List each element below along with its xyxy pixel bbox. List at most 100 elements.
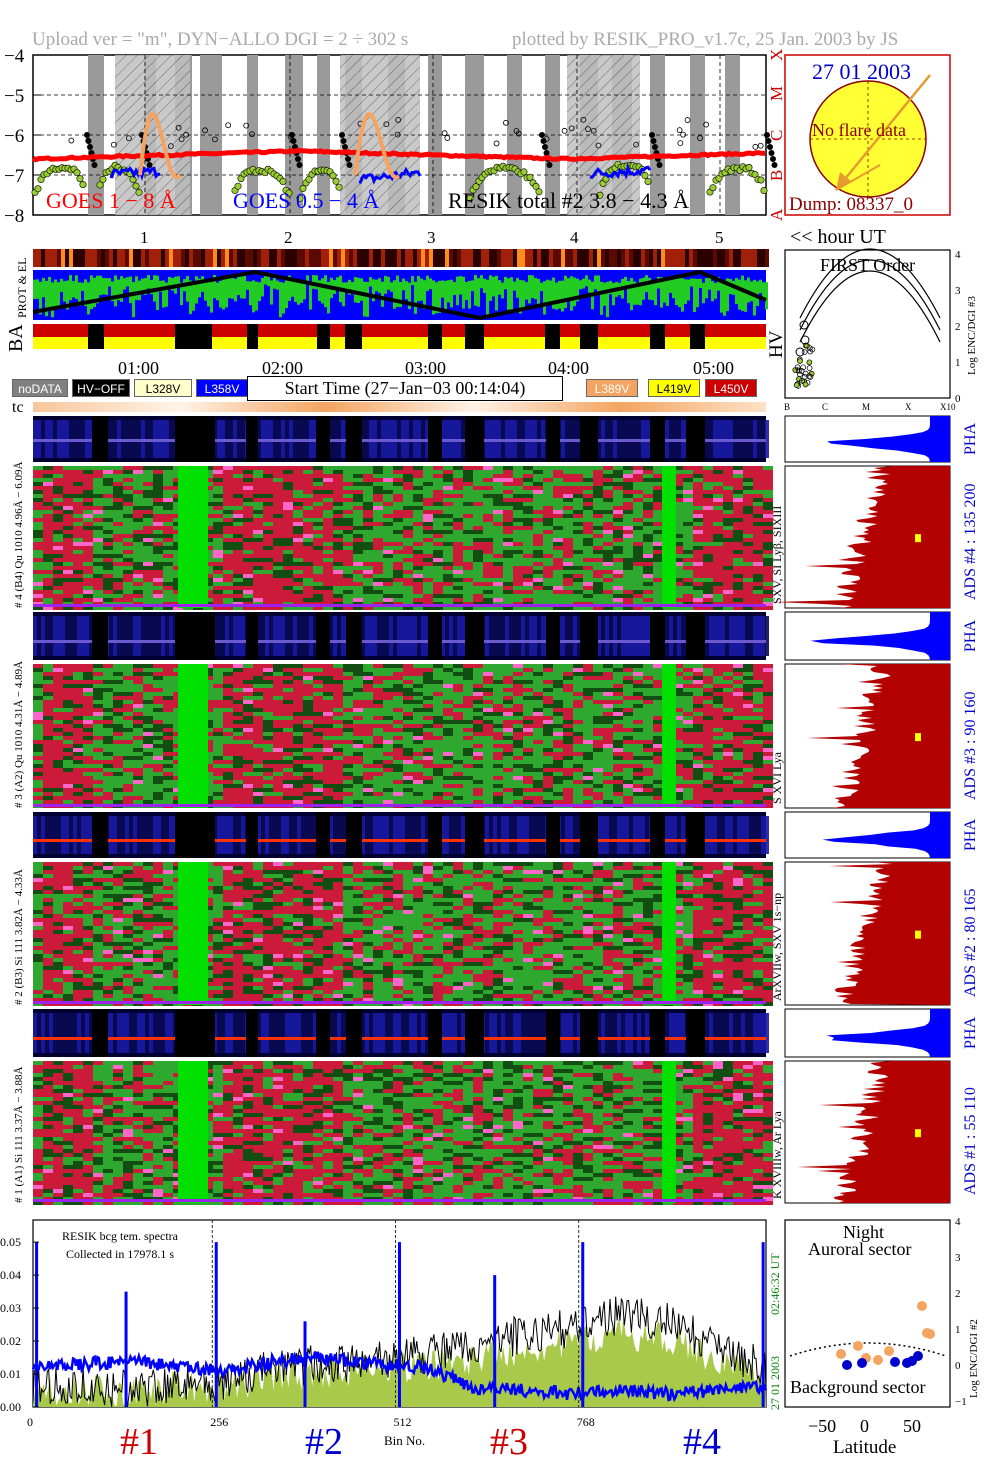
orbit-labels: 1 2 3 4 5 [140, 228, 724, 247]
resik-edge-point [87, 144, 93, 150]
resik-open-point [202, 127, 208, 134]
lat-point-orange [836, 1349, 846, 1359]
ads-label: ADS #3 : 90 160 [962, 692, 979, 800]
first-order-xtick: C [822, 402, 828, 412]
resik-edge-point [339, 132, 345, 138]
resik-edge-point [146, 162, 153, 168]
channel-left-label: # 4 (B4) Qu 1010 4.96Å − 6.09Å [13, 461, 25, 608]
resik-edge-point [84, 132, 90, 138]
lat-xtick: −50 [808, 1416, 836, 1436]
resik-open-point [183, 131, 190, 138]
resik-point [132, 182, 140, 190]
resik-open-point [580, 116, 587, 123]
lat-title2: Auroral sector [808, 1239, 911, 1259]
resik-point [329, 172, 337, 180]
resik-edge-point [295, 156, 301, 162]
resik-point [129, 176, 137, 184]
resik-edge-point [91, 162, 98, 168]
channel-block: # 3 (A2) Qu 1010 4.31Å − 4.89Å PHA S XVI L… [13, 611, 979, 809]
goes-ytick: −7 [4, 166, 24, 187]
resik-orange-line [353, 111, 401, 180]
lat-point-orange [853, 1341, 863, 1351]
resik-edge-point [546, 162, 553, 168]
goes-short-line [358, 166, 422, 185]
legend-resik: RESIK total #2 3.8 − 4.3 Å [448, 188, 689, 213]
goes-ytick: −4 [4, 46, 25, 67]
first-order-ylabel: Log ENC/DGI #3 [966, 296, 978, 375]
resik-point [96, 181, 104, 189]
spectrum-ytick: 0.00 [0, 1400, 21, 1414]
resik-point [760, 187, 768, 195]
resik-open-point [175, 124, 182, 131]
resik-open-point [249, 131, 255, 138]
pha-label: PHA [962, 620, 979, 652]
resik-open-point [568, 125, 575, 132]
first-order-point [795, 347, 805, 357]
ads-profile [828, 862, 950, 1005]
resik-point [644, 177, 652, 185]
first-order-point [798, 368, 805, 374]
goes-curves [31, 111, 778, 202]
goes-class-letter: C [767, 130, 786, 141]
goes-class-letters: X M C B A [767, 49, 786, 221]
resik-point [335, 183, 343, 191]
goes-class-letter: B [767, 170, 786, 181]
resik-edge-point [542, 144, 548, 150]
resik-open-point [585, 126, 591, 133]
spectrum-note1: RESIK bcg tem. spectra [62, 1229, 179, 1243]
resik-point [285, 189, 293, 197]
resik-point [641, 172, 649, 180]
legend-item-left: HV−OFF [72, 379, 130, 397]
first-order-ytick: 4 [955, 249, 961, 261]
resik-edge-point [346, 162, 353, 168]
resik-open-point [287, 133, 294, 140]
resik-open-point [543, 136, 550, 142]
resik-point [76, 175, 84, 183]
resik-edge-point [345, 156, 351, 162]
channel-block: # 2 (B3) Si 111 3.82Å − 4.33Å PHA ArXVIIw,… [13, 811, 979, 1006]
first-order-point [809, 346, 816, 353]
first-order-xtick: X [905, 402, 912, 412]
resik-open-point [633, 141, 640, 148]
resik-open-point [595, 142, 602, 149]
orbit-label: 4 [570, 228, 579, 247]
ads-label: ADS #2 : 80 165 [962, 889, 979, 997]
resik-open-point [677, 140, 684, 147]
resik-point [745, 163, 753, 171]
resik-open-point [394, 131, 401, 138]
spectrum-xtick: 0 [27, 1415, 33, 1429]
resik-open-point [441, 130, 448, 137]
resik-open-point [444, 135, 451, 141]
spectrum-ytick: 0.04 [0, 1268, 21, 1282]
ads-marker [915, 1129, 921, 1138]
first-order-xtick: M [862, 402, 870, 412]
channel-block: # 4 (B4) Qu 1010 4.96Å − 6.09Å PHA SXV, SI… [13, 415, 979, 610]
lat-point-blue [857, 1358, 867, 1368]
ads-marker [915, 733, 921, 742]
ba-strip: BA [5, 324, 766, 352]
pha-profile [810, 612, 950, 660]
channel-line-label: S XVI Lya [770, 751, 784, 804]
first-order-point [795, 367, 802, 374]
resik-point [535, 188, 543, 196]
first-order-point [801, 373, 808, 380]
first-order-xtick: B [784, 402, 790, 412]
resik-orange-line [138, 111, 182, 180]
ads-label: ADS #1 : 55 110 [962, 1087, 979, 1195]
first-order-point [797, 371, 803, 378]
pha-profile [822, 812, 950, 858]
legend-item-left: L328V [134, 379, 192, 397]
first-order-xtick: X10 [940, 402, 956, 412]
channel-line-label: K XVIIIw, Ar Lya [770, 1110, 784, 1199]
section-label: #1 [120, 1421, 158, 1463]
lat-ytick: 0 [955, 1360, 961, 1372]
spectrum-xtick: 256 [210, 1415, 228, 1429]
time-axis: 01:00 02:00 03:00 04:00 05:00 [118, 358, 734, 378]
legend-goes-short: GOES 0.5 − 4 Å [233, 188, 379, 213]
resik-point [532, 182, 540, 190]
time-label: 03:00 [405, 358, 446, 378]
resik-edge-point [649, 132, 655, 138]
resik-edge-point [296, 162, 303, 168]
resik-open-point [125, 135, 132, 142]
section-label: #2 [305, 1421, 343, 1463]
